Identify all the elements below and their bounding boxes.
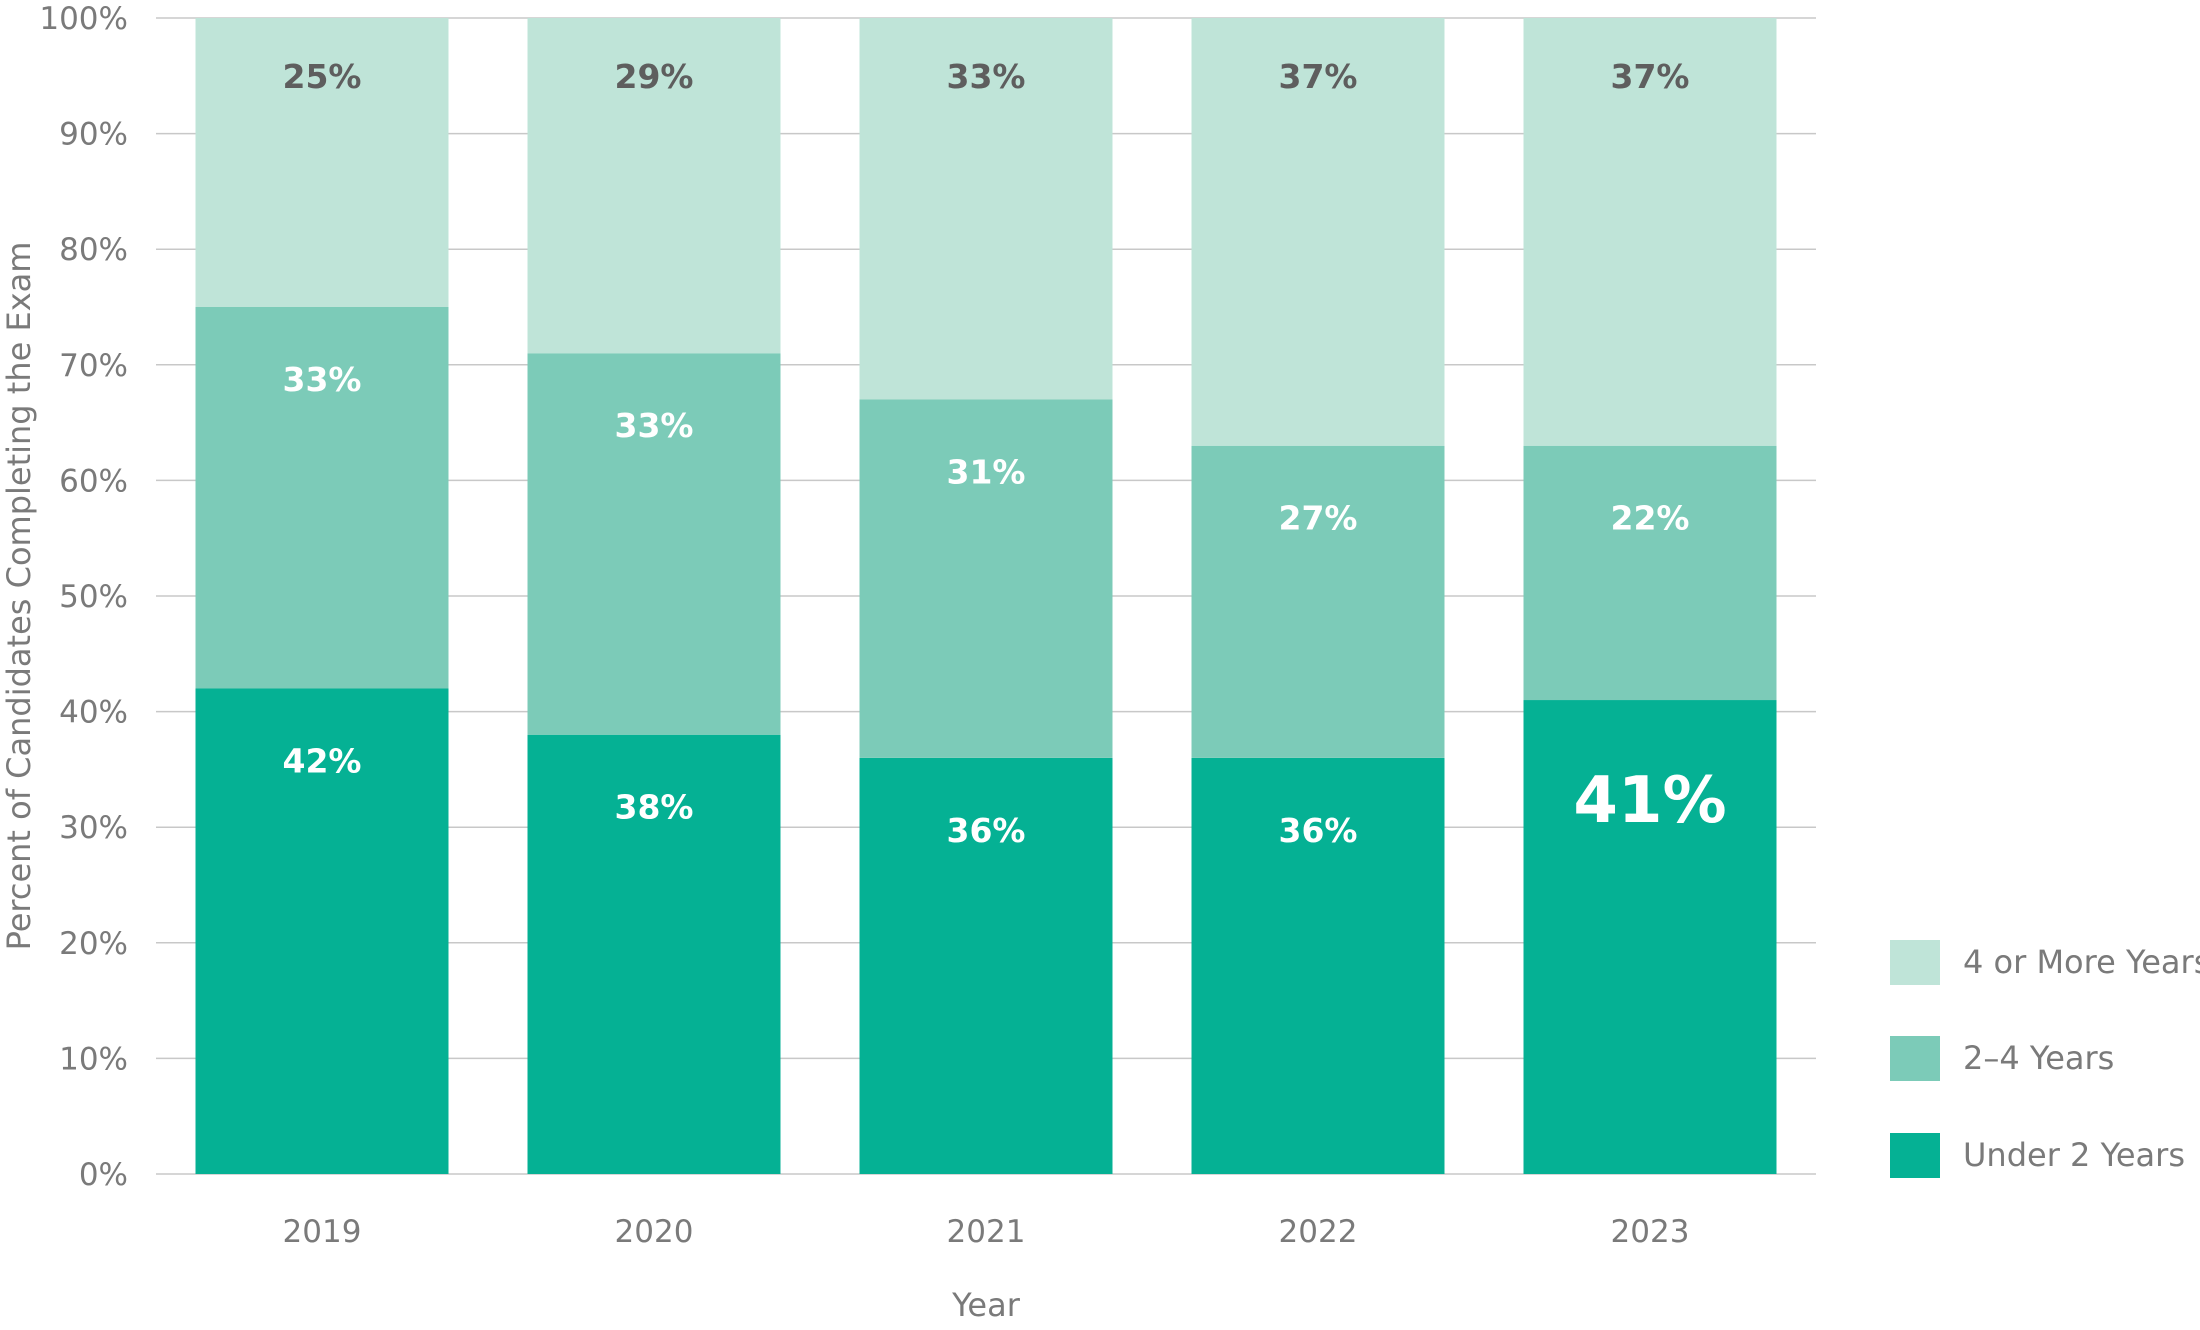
x-tick-label: 2021 xyxy=(947,1214,1026,1250)
data-label: 37% xyxy=(1611,57,1690,96)
data-label: 27% xyxy=(1279,499,1358,538)
y-tick-label: 70% xyxy=(59,348,128,384)
data-label: 38% xyxy=(615,788,694,827)
x-axis-ticks: 2019 2020 2021 2022 2023 xyxy=(283,1214,1690,1250)
data-label: 36% xyxy=(947,811,1026,850)
y-tick-label: 20% xyxy=(59,926,128,962)
y-tick-label: 40% xyxy=(59,695,128,731)
data-label: 42% xyxy=(283,741,362,780)
data-label: 25% xyxy=(283,57,362,96)
bar-segment xyxy=(1523,445,1777,701)
data-label: 31% xyxy=(947,452,1026,491)
y-tick-label: 0% xyxy=(79,1157,128,1193)
y-axis-ticks: 0% 10% 20% 30% 40% 50% 60% 70% 80% 90% 100% xyxy=(39,1,128,1193)
bar-segment xyxy=(195,307,449,689)
bar-segment xyxy=(527,353,781,735)
bar-segment xyxy=(527,18,781,354)
y-tick-label: 90% xyxy=(59,117,128,153)
data-label: 33% xyxy=(283,360,362,399)
legend-label: Under 2 Years xyxy=(1963,1136,2185,1174)
data-label: 29% xyxy=(615,57,694,96)
x-tick-label: 2019 xyxy=(283,1214,362,1250)
x-tick-label: 2022 xyxy=(1279,1214,1358,1250)
legend-swatch xyxy=(1890,1133,1940,1178)
legend-label: 4 or More Years xyxy=(1963,943,2200,981)
bar-segment xyxy=(1191,445,1445,758)
bar-segment xyxy=(195,688,449,1174)
legend-label: 2–4 Years xyxy=(1963,1039,2114,1077)
y-axis-title: Percent of Candidates Completing the Exa… xyxy=(0,242,38,951)
y-tick-label: 30% xyxy=(59,810,128,846)
data-label: 22% xyxy=(1611,499,1690,538)
legend-swatch xyxy=(1890,1036,1940,1081)
legend: 4 or More Years 2–4 Years Under 2 Years xyxy=(1890,940,2200,1178)
x-axis-title: Year xyxy=(951,1286,1021,1324)
x-tick-label: 2020 xyxy=(615,1214,694,1250)
data-label: 33% xyxy=(947,57,1026,96)
bar-segment xyxy=(859,18,1113,400)
bar-segment xyxy=(1191,757,1445,1174)
y-tick-label: 100% xyxy=(39,1,128,37)
bar-segment xyxy=(859,399,1113,758)
data-label: 37% xyxy=(1279,57,1358,96)
y-tick-label: 50% xyxy=(59,579,128,615)
data-labels: 42% 33% 25% 38% 33% 29% 36% 31% 33% 36% 27% 37% 41% 2… xyxy=(283,57,1727,850)
bar-segment xyxy=(1191,18,1445,446)
bar-segment xyxy=(1523,18,1777,446)
bar-segment xyxy=(195,18,449,307)
y-tick-label: 10% xyxy=(59,1041,128,1077)
data-label: 33% xyxy=(615,406,694,445)
bar-segment xyxy=(1523,700,1777,1174)
data-label: 36% xyxy=(1279,811,1358,850)
bars xyxy=(195,18,1777,1174)
y-tick-label: 60% xyxy=(59,463,128,499)
bar-segment xyxy=(859,757,1113,1174)
bar-segment xyxy=(527,734,781,1174)
y-tick-label: 80% xyxy=(59,232,128,268)
x-tick-label: 2023 xyxy=(1611,1214,1690,1250)
data-label: 41% xyxy=(1573,764,1726,838)
legend-swatch xyxy=(1890,940,1940,985)
